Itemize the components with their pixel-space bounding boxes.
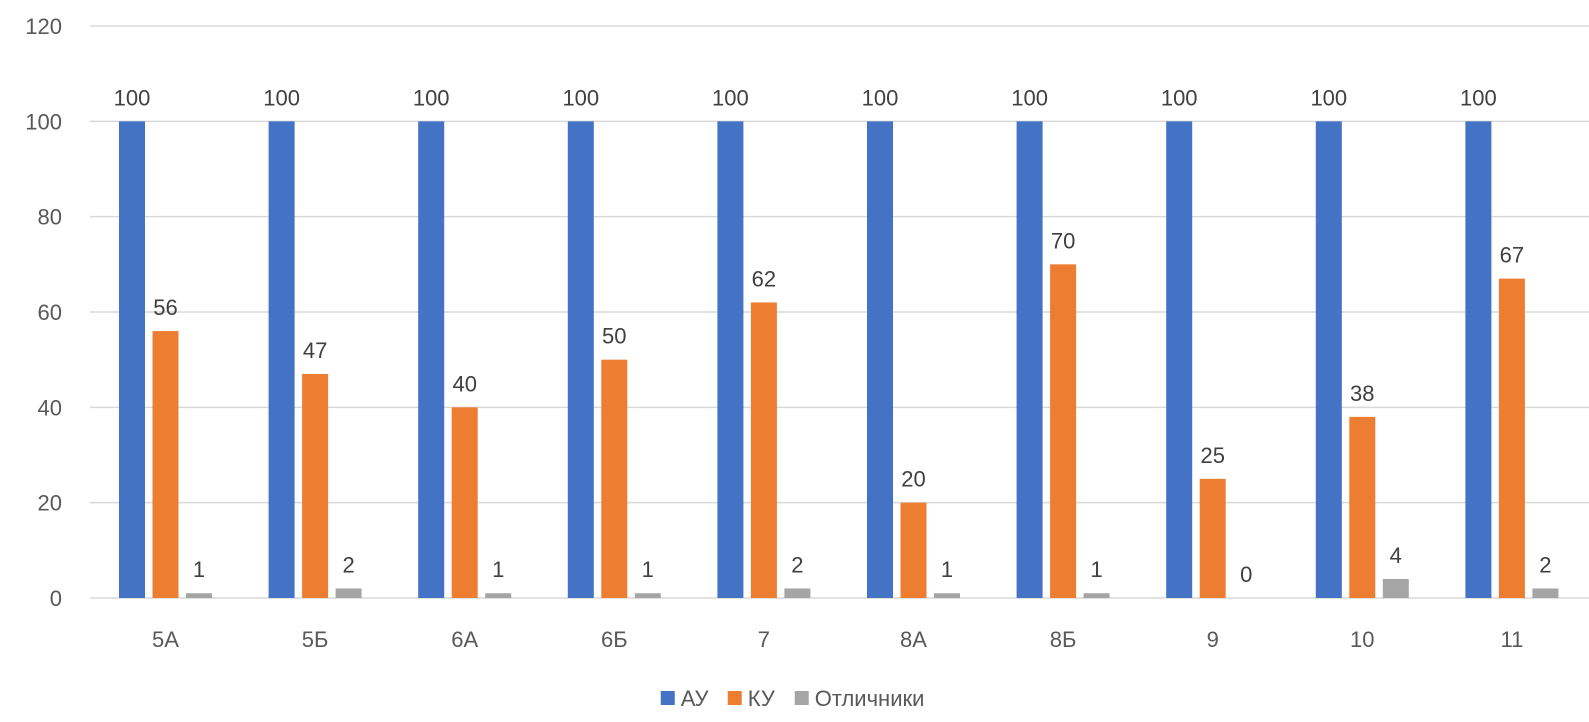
- data-label: 100: [1011, 85, 1048, 110]
- data-label: 100: [1161, 85, 1198, 110]
- data-label: 100: [114, 85, 151, 110]
- bar-КУ-11: [1498, 278, 1525, 598]
- y-tick-label: 60: [38, 300, 62, 325]
- y-tick-label: 120: [25, 14, 62, 39]
- bar-АУ-5А: [119, 121, 145, 598]
- data-label: 100: [862, 85, 899, 110]
- bar-АУ-7: [717, 121, 744, 598]
- bar-Отличники-6А: [485, 593, 512, 598]
- x-tick-label: 6А: [451, 627, 478, 652]
- bar-АУ-11: [1465, 121, 1492, 598]
- data-labels: 1005611004721004011005011006221002011007…: [114, 85, 1552, 587]
- bar-Отличники-8Б: [1083, 593, 1110, 598]
- gridlines: [90, 25, 1589, 599]
- data-label: 100: [562, 85, 599, 110]
- data-label: 2: [1539, 552, 1551, 577]
- data-label: 100: [1460, 85, 1497, 110]
- bar-Отличники-6Б: [634, 593, 661, 598]
- bar-Отличники-11: [1532, 588, 1559, 598]
- x-axis-tick-labels: 5А 5Б 6А 6Б 7 8А 8Б 9 10 11: [152, 627, 1523, 652]
- bar-КУ-8А: [900, 502, 927, 598]
- bar-КУ-10: [1349, 416, 1376, 598]
- data-label: 38: [1350, 381, 1374, 406]
- data-label: 1: [492, 557, 504, 582]
- data-label: 40: [452, 371, 476, 396]
- legend-label: Отличники: [815, 686, 925, 711]
- data-label: 100: [1310, 85, 1347, 110]
- x-tick-label: 6Б: [601, 627, 628, 652]
- data-label: 47: [303, 338, 327, 363]
- x-tick-label: 8А: [900, 627, 927, 652]
- y-tick-label: 40: [38, 395, 62, 420]
- data-label: 20: [901, 467, 925, 492]
- bar-АУ-8Б: [1016, 121, 1043, 598]
- bar-КУ-7: [750, 302, 777, 598]
- bar-Отличники-5А: [186, 593, 212, 598]
- bar-КУ-5А: [152, 331, 179, 598]
- bar-АУ-5Б: [268, 121, 295, 598]
- bar-АУ-6А: [418, 121, 445, 598]
- data-label: 1: [1090, 557, 1102, 582]
- legend-label: АУ: [681, 686, 710, 711]
- data-label: 4: [1390, 543, 1402, 568]
- bar-КУ-9: [1199, 478, 1226, 598]
- legend-swatch-АУ: [660, 691, 675, 705]
- bars: [119, 121, 1559, 598]
- data-label: 1: [642, 557, 654, 582]
- data-label: 2: [342, 552, 354, 577]
- x-tick-label: 5Б: [302, 627, 329, 652]
- x-tick-label: 5А: [152, 627, 179, 652]
- bar-Отличники-7: [784, 588, 811, 598]
- x-tick-label: 8Б: [1050, 627, 1077, 652]
- data-label: 56: [153, 295, 177, 320]
- x-tick-label: 9: [1207, 627, 1219, 652]
- bar-КУ-8Б: [1050, 264, 1077, 598]
- x-tick-label: 7: [758, 627, 770, 652]
- bar-АУ-10: [1315, 121, 1342, 598]
- x-tick-label: 11: [1500, 627, 1523, 652]
- bar-КУ-6Б: [601, 359, 628, 598]
- bar-АУ-9: [1166, 121, 1193, 598]
- y-tick-label: 20: [38, 491, 62, 516]
- data-label: 2: [791, 552, 803, 577]
- data-label: 70: [1051, 228, 1075, 253]
- data-label: 1: [193, 557, 205, 582]
- bar-КУ-6А: [451, 407, 478, 598]
- bar-Отличники-10: [1382, 578, 1409, 598]
- x-tick-label: 10: [1350, 627, 1374, 652]
- bar-КУ-5Б: [302, 373, 329, 598]
- y-tick-label: 0: [50, 586, 62, 611]
- data-label: 100: [263, 85, 300, 110]
- bar-АУ-8А: [867, 121, 893, 598]
- data-label: 50: [602, 324, 626, 349]
- data-label: 25: [1200, 443, 1224, 468]
- bar-Отличники-8А: [934, 593, 960, 598]
- legend-swatch-Отличники: [794, 691, 809, 705]
- data-label: 100: [413, 85, 450, 110]
- y-axis-tick-labels: 0 20 40 60 80 100 120: [25, 14, 62, 611]
- data-label: 67: [1500, 243, 1524, 268]
- bar-АУ-6Б: [567, 121, 594, 598]
- y-tick-label: 80: [38, 205, 62, 230]
- data-label: 62: [752, 266, 776, 291]
- y-tick-label: 100: [25, 109, 62, 134]
- legend-swatch-КУ: [727, 691, 742, 705]
- bar-Отличники-5Б: [335, 588, 362, 598]
- data-label: 0: [1240, 562, 1252, 587]
- legend-label: КУ: [748, 686, 776, 711]
- legend: АУ КУ Отличники: [660, 686, 925, 711]
- data-label: 1: [941, 557, 953, 582]
- data-label: 100: [712, 85, 749, 110]
